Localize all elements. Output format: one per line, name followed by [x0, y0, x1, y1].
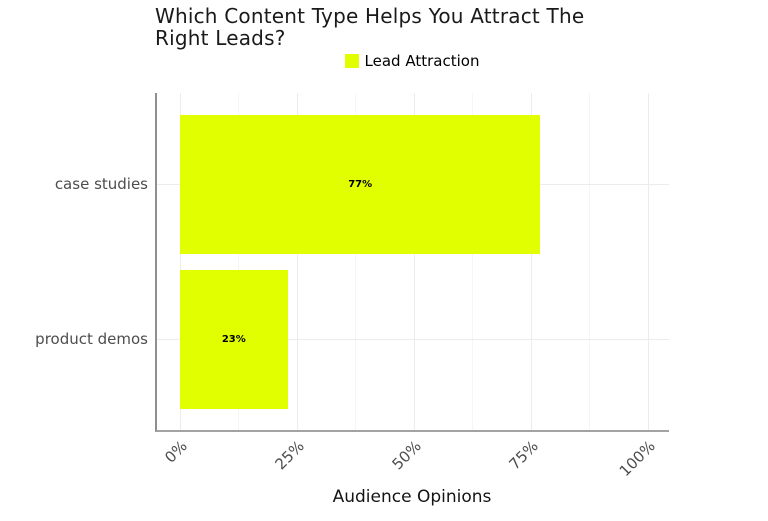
gridline-minor: [589, 93, 590, 430]
gridline-major-25pct: [297, 93, 298, 430]
gridline-major-0pct: [180, 93, 181, 430]
ytick-label-product-demos: product demos: [35, 330, 148, 348]
bar-value-label-case-studies: 77%: [348, 179, 373, 190]
gridline-major-50pct: [414, 93, 415, 430]
legend-label: Lead Attraction: [364, 52, 480, 70]
gridline-minor: [238, 93, 239, 430]
gridline-major-100pct: [648, 93, 649, 430]
gridline-minor: [472, 93, 473, 430]
gridline-row-product-demos: [157, 339, 669, 340]
bar-value-label-product-demos: 23%: [221, 334, 246, 345]
legend-swatch-icon: [344, 54, 359, 68]
x-axis-title: Audience Opinions: [332, 487, 492, 507]
chart-title-line-2: Right Leads?: [155, 26, 286, 50]
gridline-major-75pct: [531, 93, 532, 430]
chart-title-line-1: Which Content Type Helps You Attract The: [155, 4, 585, 28]
gridline-minor: [355, 93, 356, 430]
bar-product-demos: 23%: [180, 270, 288, 409]
bar-case-studies: 77%: [180, 115, 541, 254]
plot-panel: 77% 23%: [155, 93, 669, 432]
legend: Lead Attraction: [155, 52, 669, 70]
chart-title: Which Content Type Helps You Attract The…: [155, 5, 584, 49]
ytick-label-case-studies: case studies: [54, 175, 148, 193]
